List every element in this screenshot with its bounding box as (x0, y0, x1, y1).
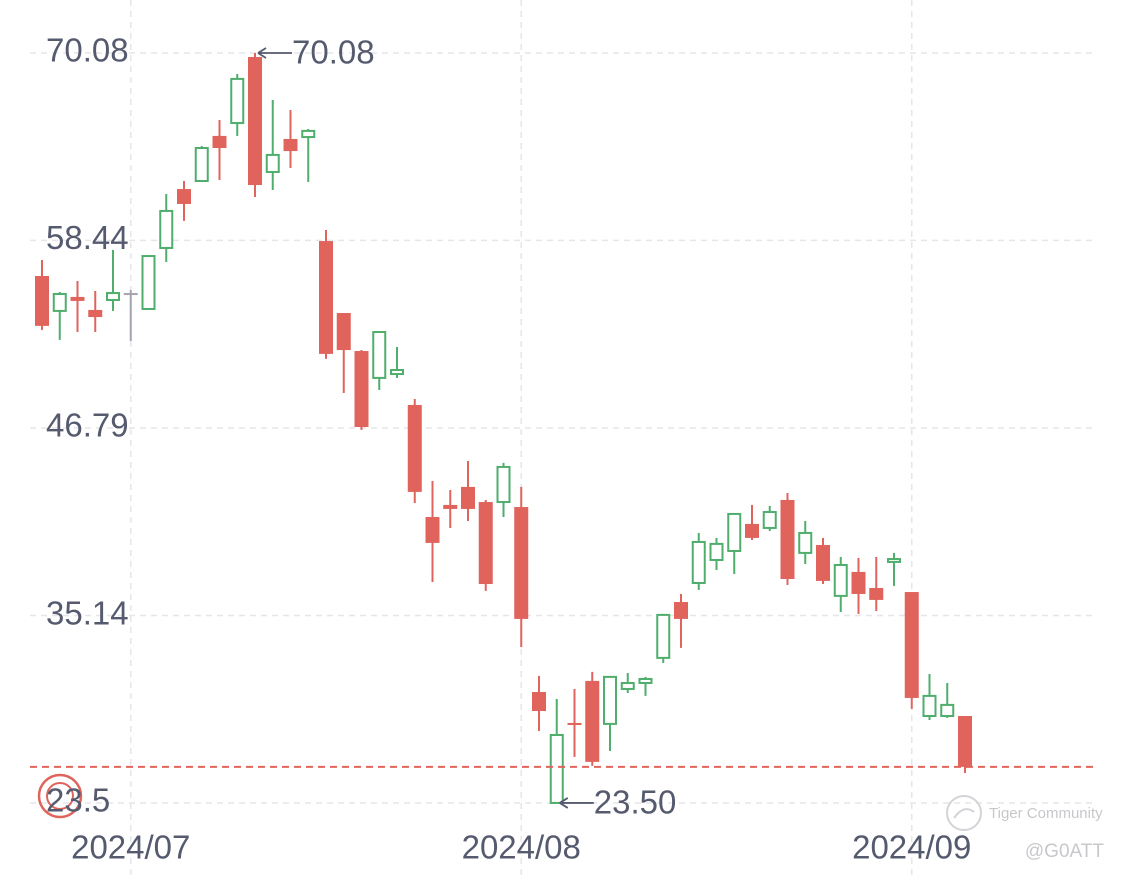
annotation-arrow (257, 47, 292, 59)
candle-body (425, 517, 440, 543)
candle-body (709, 542, 724, 561)
candle-body (212, 135, 227, 148)
candle-body (567, 722, 582, 726)
watermark-logo (946, 795, 982, 831)
candle-body (177, 189, 191, 205)
candle-body (194, 146, 209, 182)
candle-body (904, 592, 919, 698)
candle-body (88, 309, 103, 318)
candle-body (816, 545, 830, 581)
candle-body (283, 138, 298, 152)
candle-body (407, 404, 422, 492)
watermark: Tiger Community (989, 805, 1103, 822)
candle-body (762, 511, 777, 529)
candle-body (123, 293, 138, 296)
candle-body (230, 77, 245, 125)
y-tick-label: 46.79 (46, 407, 129, 444)
price-icon (37, 773, 83, 819)
candle-body (443, 504, 458, 509)
candle-body (638, 677, 653, 685)
candle-body (585, 680, 600, 762)
candle-body (319, 241, 333, 354)
candle-body (354, 351, 369, 428)
candle-body (372, 331, 387, 379)
candle-body (922, 694, 937, 718)
annotation-arrow (559, 797, 594, 809)
annotation-label: 23.50 (594, 784, 677, 821)
x-tick-label: 2024/09 (852, 829, 971, 866)
y-tick-label: 23.5 (46, 782, 110, 819)
candle-body (745, 523, 759, 538)
candle-body (549, 734, 564, 804)
candle-body (496, 465, 511, 504)
candle-body (674, 602, 688, 619)
y-tick-label: 70.08 (46, 32, 129, 69)
candle-body (603, 675, 617, 725)
candle-body (656, 613, 671, 659)
candle-body (851, 571, 866, 594)
candle-body (478, 502, 493, 584)
candle-body (35, 275, 49, 326)
candle-body (514, 507, 529, 619)
candle-body (691, 540, 706, 585)
y-tick-label: 58.44 (46, 219, 129, 256)
candle-body (940, 703, 955, 718)
candle-body (336, 313, 351, 351)
candle-body (620, 682, 635, 690)
candle-body (390, 369, 404, 376)
candle-body (798, 531, 813, 554)
candle-body (727, 512, 742, 552)
candle-body (301, 129, 316, 139)
candle-body (532, 692, 546, 712)
candle-body (833, 563, 848, 597)
candle-body (159, 209, 174, 249)
candle-body (265, 153, 280, 173)
candle-body (887, 558, 901, 563)
candle-body (780, 499, 795, 579)
annotation-label: 70.08 (292, 34, 375, 71)
user-handle: @G0ATT (1025, 841, 1105, 862)
x-tick-label: 2024/07 (71, 829, 190, 866)
candle-body (52, 293, 67, 312)
candle-body (958, 716, 972, 767)
candle-body (106, 292, 120, 301)
candle-body (70, 296, 85, 301)
y-tick-label: 35.14 (46, 594, 129, 631)
candle-body (869, 588, 884, 600)
candle-body (461, 486, 475, 509)
x-tick-label: 2024/08 (462, 829, 581, 866)
candle-body (248, 57, 262, 186)
candle-body (141, 255, 156, 310)
